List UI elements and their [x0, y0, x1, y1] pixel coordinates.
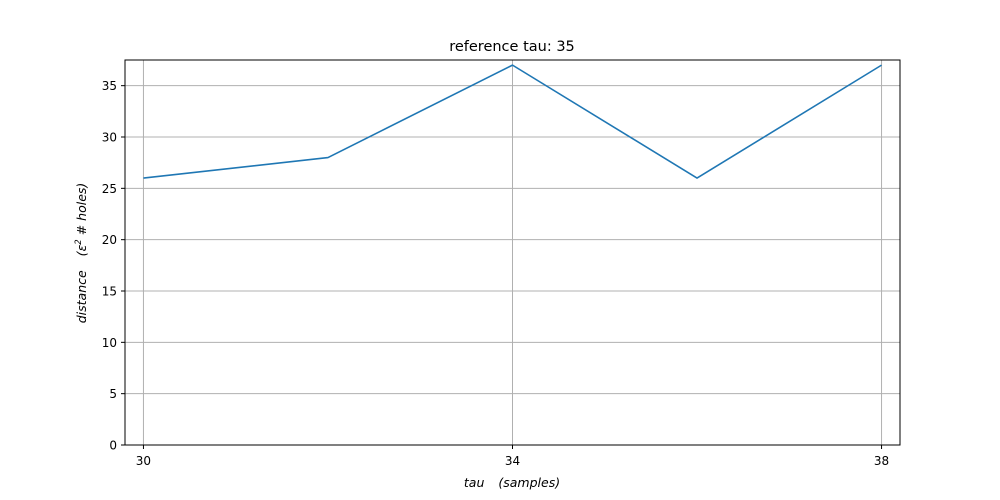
grid-lines	[125, 60, 900, 446]
x-tick-label: 34	[505, 454, 520, 468]
y-tick-label: 10	[102, 336, 117, 350]
y-tick-label: 35	[102, 79, 117, 93]
series-layer	[143, 64, 882, 179]
y-axis-label-main: distance	[74, 270, 89, 323]
chart-title: reference tau: 35	[449, 39, 575, 55]
x-tick-label: 30	[136, 454, 151, 468]
y-tick-label: 30	[102, 131, 117, 145]
y-axis-label-unit-prefix: (ε	[74, 244, 89, 256]
y-tick-label: 0	[109, 439, 117, 453]
y-axis-label: distance (ε2 # holes)	[74, 183, 89, 324]
y-tick-label: 20	[102, 233, 117, 247]
axis-ticks: 0 5 10 15 20 25 30 35 30 34 38	[102, 79, 889, 468]
y-tick-label: 15	[102, 285, 117, 299]
x-axis-label-main: tau	[464, 475, 485, 490]
y-tick-label: 25	[102, 182, 117, 196]
y-tick-label: 5	[109, 387, 117, 401]
series-line	[143, 64, 882, 179]
x-axis-label-unit: (samples)	[498, 475, 560, 490]
y-axis-label-unit-sup: 2	[74, 239, 84, 244]
x-axis-label: tau (samples)	[464, 475, 560, 490]
y-axis-label-unit-suffix: # holes)	[74, 183, 89, 240]
x-tick-label: 38	[874, 454, 889, 468]
